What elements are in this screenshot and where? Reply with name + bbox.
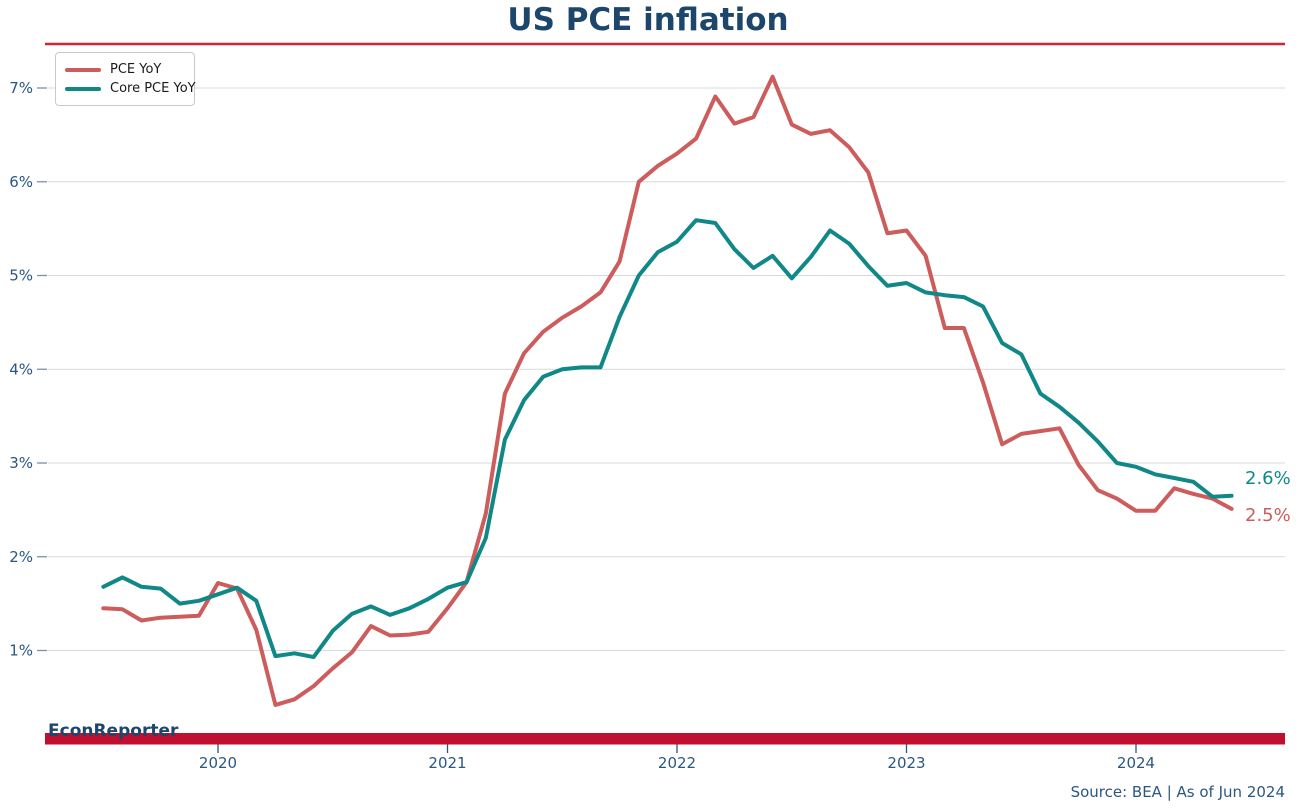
y-axis-tick-labels: 1% 2% 3% 4% 5% 6% 7%: [9, 79, 47, 660]
pce-line-swatch: [65, 67, 101, 72]
x-tick-label: 2020: [199, 754, 237, 772]
y-tick-label: 7%: [9, 79, 33, 97]
legend-label-core-pce: Core PCE YoY: [110, 81, 196, 96]
y-tick-label: 4%: [9, 360, 33, 378]
pce-end-value-label: 2.5%: [1245, 505, 1291, 526]
brand-bottom-bar: [45, 733, 1285, 745]
gridlines: [48, 87, 1285, 651]
legend-item-pce: PCE YoY: [65, 60, 184, 79]
brand-watermark: EconReporter: [48, 721, 179, 741]
x-axis-tick-labels: 2020 2021 2022 2023 2024: [199, 744, 1155, 772]
y-tick-label: 6%: [9, 173, 33, 191]
core-pce-end-value-label: 2.6%: [1245, 468, 1291, 489]
source-note: Source: BEA | As of Jun 2024: [1070, 783, 1285, 801]
core-pce-line-swatch: [65, 86, 101, 91]
legend: PCE YoY Core PCE YoY: [55, 52, 196, 106]
pce-yoy-line: [101, 74, 1234, 707]
y-tick-label: 2%: [9, 548, 33, 566]
chart-title: US PCE inflation: [507, 2, 789, 38]
x-tick-label: 2021: [428, 754, 466, 772]
y-tick-label: 1%: [9, 642, 33, 660]
legend-item-core-pce: Core PCE YoY: [65, 79, 196, 98]
x-tick-label: 2023: [887, 754, 925, 772]
data-series-lines: [101, 74, 1234, 707]
y-tick-label: 3%: [9, 454, 33, 472]
core-pce-yoy-line: [101, 218, 1234, 660]
legend-label-pce: PCE YoY: [110, 62, 162, 77]
x-tick-label: 2024: [1117, 754, 1155, 772]
x-tick-label: 2022: [658, 754, 696, 772]
y-tick-label: 5%: [9, 267, 33, 285]
